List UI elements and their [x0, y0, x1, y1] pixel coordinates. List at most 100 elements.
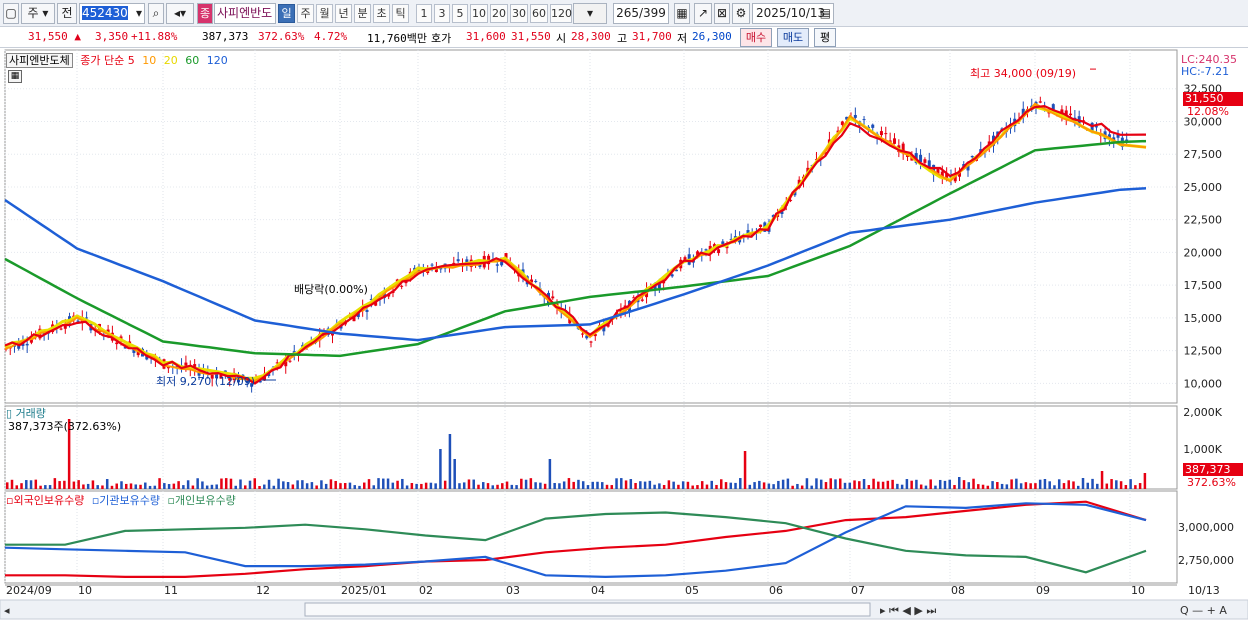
x-label-13: 10	[1131, 584, 1145, 597]
scroll-left-icon: ◂	[4, 604, 10, 617]
window-icon[interactable]: ▢	[3, 3, 19, 24]
sell-button[interactable]: 매도	[777, 28, 809, 47]
volume-bar	[515, 485, 518, 489]
candle-body	[771, 215, 775, 218]
volume-bar	[286, 482, 290, 489]
x-label-6: 03	[506, 584, 520, 597]
interval-20-button[interactable]: 20	[490, 4, 508, 23]
volume-bar	[715, 484, 718, 489]
period-5-button[interactable]: 초	[373, 4, 390, 23]
market-select[interactable]: 주 ▾	[21, 3, 55, 24]
candle-body	[780, 211, 784, 214]
jeon-button[interactable]: 전	[57, 3, 77, 24]
volume-bar	[220, 478, 223, 489]
interval-10-button[interactable]: 10	[470, 4, 488, 23]
volume-bar	[562, 481, 566, 489]
legend-ma-120: 120	[206, 54, 228, 67]
period-2-button[interactable]: 월	[316, 4, 333, 23]
volume-bar	[48, 485, 52, 489]
candle-body	[923, 159, 927, 163]
volume-bar	[839, 478, 842, 489]
y-tick-2: 27,500	[1184, 148, 1223, 161]
mode-badge: 종	[197, 3, 213, 24]
table-toggle-icon[interactable]: ▦	[8, 70, 22, 83]
hoga-label: 호가	[431, 32, 452, 45]
lc-value: LC:240.35	[1181, 53, 1238, 66]
y-tick-6: 17,500	[1184, 279, 1223, 292]
candle-body	[374, 302, 378, 306]
chart-area[interactable]: 2024/09 10 11 12 2025/01 02 03 04 05 06 07 08 09 10 10…	[0, 48, 1248, 621]
volume-bar	[86, 483, 90, 489]
volume-tick-0: 2,000K	[1183, 406, 1222, 419]
interval-3-button[interactable]: 3	[434, 4, 450, 23]
interval-120-button[interactable]: 120	[550, 4, 572, 23]
zoom-controls-icon: Q — + A	[1180, 604, 1227, 617]
scrollbar-thumb	[304, 602, 871, 617]
count-field[interactable]: 265/399	[613, 3, 669, 24]
gear-icon[interactable]: ⚙	[732, 3, 750, 24]
volume-bar	[44, 485, 47, 489]
candle-body	[119, 336, 123, 339]
holdings-institution-label: ▫기관보유수량	[91, 494, 161, 507]
volume-bar	[296, 480, 299, 489]
legend-ma-60: 60	[185, 54, 200, 67]
buy-button[interactable]: 매수	[740, 28, 772, 47]
volume-bar	[129, 483, 133, 489]
volume-bar	[110, 485, 114, 489]
volume-bar	[139, 484, 142, 489]
avg-button[interactable]: 평	[814, 28, 836, 47]
volume-bar	[67, 419, 71, 489]
quote-info-bar: 31,550 ▲ 3,350 +11.88% 387,373 372.63% 4…	[0, 27, 1248, 48]
volume-bar	[786, 478, 790, 489]
date-value: 2025/10/13	[756, 6, 826, 20]
volume-bar	[1086, 482, 1090, 489]
volume-bar	[1038, 479, 1042, 489]
volume-bar	[1110, 479, 1113, 489]
interval-5-button[interactable]: 5	[452, 4, 468, 23]
candle-body	[906, 155, 910, 157]
volume-bar	[919, 484, 923, 489]
candle-body	[632, 297, 636, 299]
volume-bar	[486, 483, 490, 489]
code-input[interactable]: 452430 ▾	[79, 3, 145, 24]
interval-60-button[interactable]: 60	[530, 4, 548, 23]
draw-icon[interactable]: ↗	[694, 3, 712, 24]
y-tick-1: 30,000	[1184, 115, 1223, 128]
volume-bar	[363, 482, 366, 489]
volume-bar	[1138, 483, 1142, 489]
period-1-button[interactable]: 주	[297, 4, 314, 23]
trade-amount: 11,760백만	[367, 32, 427, 45]
period-0-button[interactable]: 일	[278, 4, 295, 23]
calendar-icon[interactable]: ▤	[819, 6, 831, 20]
candle-body	[175, 366, 179, 368]
grid-icon[interactable]: ▦	[674, 3, 690, 24]
date-field[interactable]: 2025/10/13 ▤	[752, 3, 834, 24]
holdings-individual-label: ▫개인보유수량	[167, 494, 236, 507]
period-4-button[interactable]: 분	[354, 4, 371, 23]
volume-bar	[881, 481, 885, 489]
x-label-8: 05	[685, 584, 699, 597]
period-3-button[interactable]: 년	[335, 4, 352, 23]
search-icon[interactable]: ⌕	[148, 3, 164, 24]
volume-bar	[910, 480, 913, 489]
volume-bar	[1134, 485, 1137, 489]
candle-body	[840, 121, 844, 125]
volume-bar	[791, 485, 794, 489]
volume-bar	[781, 479, 785, 489]
period-6-button[interactable]: 틱	[392, 4, 409, 23]
interval-dropdown[interactable]: ▾	[573, 3, 607, 24]
candle-body	[551, 296, 555, 299]
interval-30-button[interactable]: 30	[510, 4, 528, 23]
candle-body	[115, 342, 119, 345]
code-dropdown-icon[interactable]: ▾	[135, 6, 142, 20]
volume-bar	[824, 482, 828, 489]
volume-bar	[720, 479, 723, 489]
candle-body	[42, 332, 46, 335]
volume-bar	[153, 485, 157, 489]
pct-tag: 12.08%	[1187, 105, 1229, 118]
speaker-icon[interactable]: ◂▾	[166, 3, 194, 24]
volume-bar	[520, 478, 523, 489]
candle-body	[1038, 101, 1042, 103]
interval-1-button[interactable]: 1	[416, 4, 432, 23]
toggle-icon[interactable]: ⊠	[714, 3, 730, 24]
